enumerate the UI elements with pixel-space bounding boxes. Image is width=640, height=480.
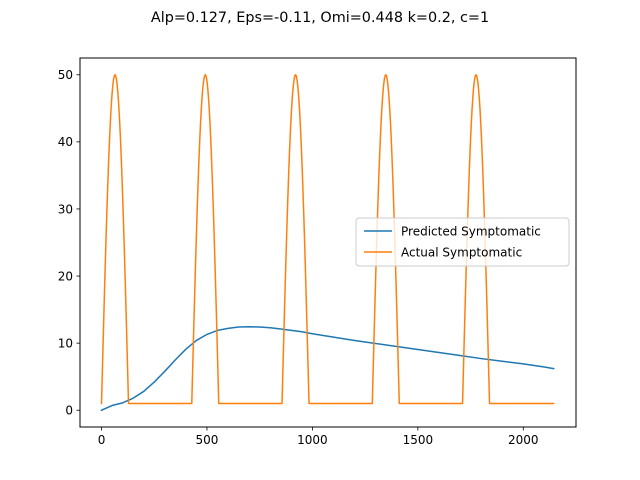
y-axis: 0 10 20 30 40 50 [58, 68, 80, 418]
x-tick-label: 1000 [297, 433, 328, 447]
y-tick-label: 0 [65, 404, 73, 418]
y-tick-label: 10 [58, 336, 73, 350]
y-tick-label: 50 [58, 68, 73, 82]
y-tick-label: 20 [58, 269, 73, 283]
x-tick-label: 2000 [508, 433, 539, 447]
plot-area: 0 500 1000 1500 2000 0 10 20 30 40 50 Predicted S… [58, 57, 577, 447]
y-tick-label: 40 [58, 135, 73, 149]
axes-frame [79, 57, 577, 428]
y-tick-label: 30 [58, 202, 73, 216]
legend-label: Predicted Symptomatic [401, 224, 541, 238]
legend: Predicted Symptomatic Actual Symptomatic [355, 217, 570, 267]
x-tick-label: 1500 [403, 433, 434, 447]
x-axis: 0 500 1000 1500 2000 [98, 427, 539, 447]
x-tick-label: 500 [195, 433, 218, 447]
legend-box [355, 217, 570, 267]
series-line-predicted-symptomatic [100, 325, 555, 412]
legend-label: Actual Symptomatic [401, 245, 522, 259]
chart-title: Alp=0.127, Eps=-0.11, Omi=0.448 k=0.2, c… [151, 10, 489, 26]
x-tick-label: 0 [98, 433, 106, 447]
